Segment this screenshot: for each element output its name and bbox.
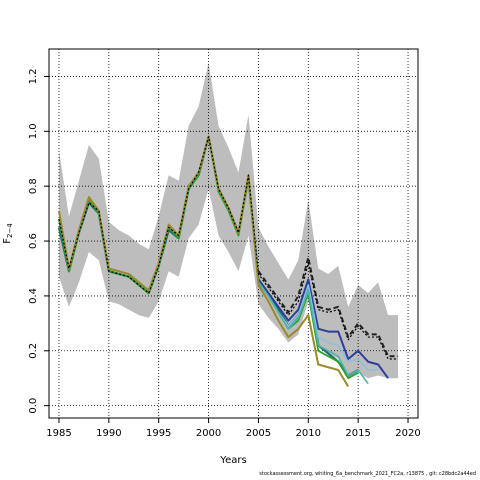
y-axis-title-main: F [2, 238, 13, 244]
plot-frame [48, 48, 419, 419]
x-axis: 1985 1990 1995 2000 2005 2010 2015 2020 [46, 418, 421, 439]
x-axis-title: Years [219, 455, 246, 466]
series-line-3 [257, 278, 389, 379]
x-tick-label: 2005 [246, 428, 271, 439]
y-tick-label: 0.8 [28, 178, 39, 194]
x-tick-label: 2010 [296, 428, 321, 439]
x-tick-label: 1990 [96, 428, 121, 439]
y-axis-title: F2−4 [2, 223, 14, 244]
x-tick-label: 1995 [146, 428, 171, 439]
x-tick-label: 2000 [196, 428, 221, 439]
y-tick-label: 0.2 [28, 343, 39, 359]
y-axis-title-subscript: 2−4 [6, 223, 14, 238]
series-line-7 [257, 256, 399, 358]
x-tick-label: 1985 [46, 428, 71, 439]
y-tick-label: 1.0 [28, 123, 39, 139]
y-tick-label: 0.6 [28, 233, 39, 249]
confidence-band [58, 62, 399, 379]
series-line-8 [58, 136, 399, 360]
x-tick-label: 2015 [345, 428, 370, 439]
footer-credit: stockassessment.org, whiting_6a_benchmar… [259, 471, 476, 477]
y-tick-label: 1.2 [28, 68, 39, 84]
y-axis: 0.0 0.2 0.4 0.6 0.8 1.0 1.2 [28, 68, 49, 414]
y-tick-label: 0.4 [28, 288, 39, 304]
y-tick-label: 0.0 [28, 398, 39, 414]
series-layer [57, 135, 399, 387]
confidence-band-layer [58, 62, 399, 379]
series-line-5 [257, 281, 369, 385]
x-tick-label: 2020 [395, 428, 420, 439]
